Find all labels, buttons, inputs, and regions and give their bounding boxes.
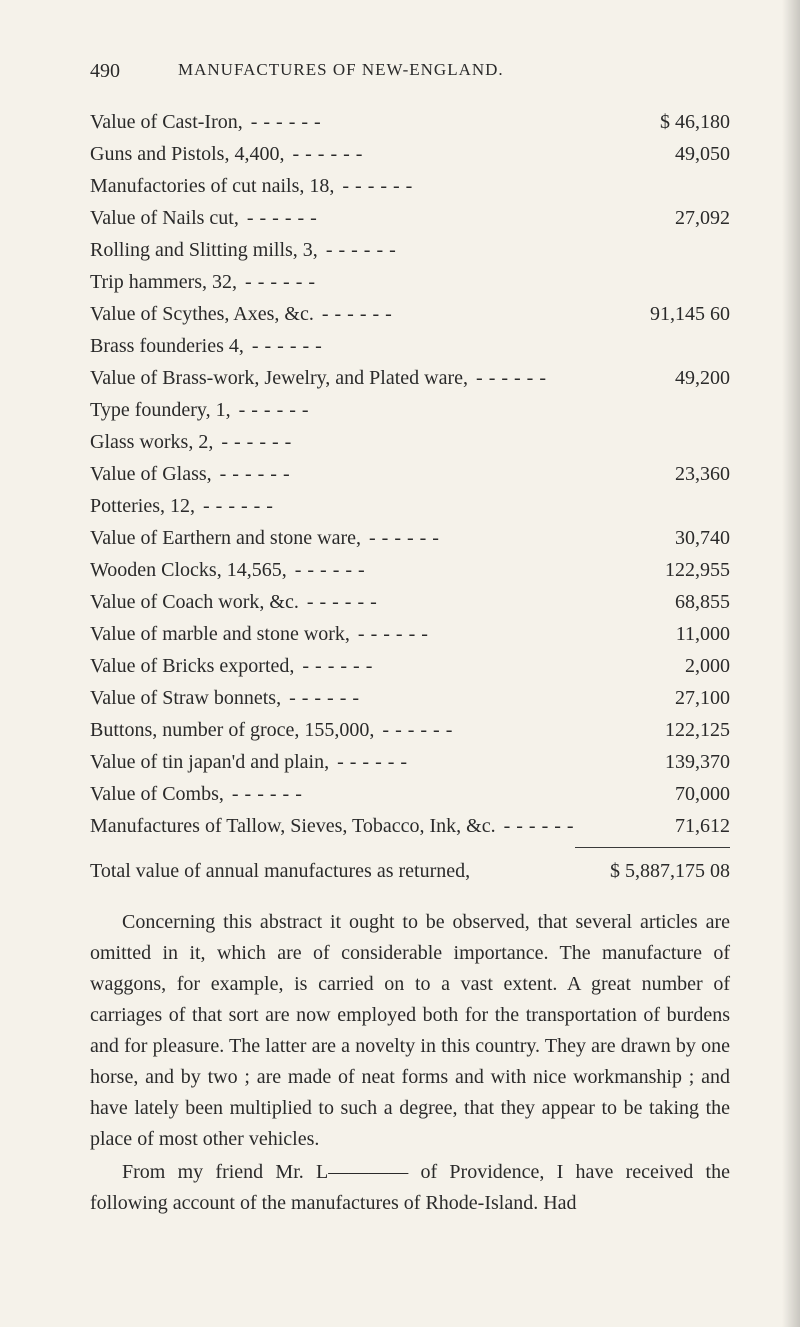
entry-dashes: ------ bbox=[231, 399, 610, 422]
entry-line: Glass works, 2,------ bbox=[90, 431, 730, 454]
page-shadow bbox=[782, 0, 800, 1327]
entry-line: Value of Glass,------23,360 bbox=[90, 463, 730, 486]
entry-value: 27,100 bbox=[610, 687, 730, 710]
entry-dashes: ------ bbox=[468, 367, 610, 390]
entry-label: Value of Straw bonnets, bbox=[90, 687, 281, 710]
entry-line: Rolling and Slitting mills, 3,------ bbox=[90, 239, 730, 262]
body-paragraph: Concerning this abstract it ought to be … bbox=[90, 907, 730, 1155]
entry-dashes: ------ bbox=[243, 111, 610, 134]
entry-line: Value of Combs,------70,000 bbox=[90, 783, 730, 806]
entry-dashes: ------ bbox=[244, 335, 610, 358]
entry-line: Wooden Clocks, 14,565,------122,955 bbox=[90, 559, 730, 582]
entry-value: 71,612 bbox=[610, 815, 730, 838]
entry-label: Rolling and Slitting mills, 3, bbox=[90, 239, 318, 262]
entry-dashes: ------ bbox=[224, 783, 610, 806]
total-label: Total value of annual manufactures as re… bbox=[90, 860, 610, 883]
entry-value: 91,145 60 bbox=[610, 303, 730, 326]
entry-line: Value of Cast-Iron,------$ 46,180 bbox=[90, 111, 730, 134]
entry-label: Value of Glass, bbox=[90, 463, 212, 486]
entry-dashes: ------ bbox=[287, 559, 610, 582]
entry-value: 23,360 bbox=[610, 463, 730, 486]
entry-value: 122,125 bbox=[610, 719, 730, 742]
entry-value: 2,000 bbox=[610, 655, 730, 678]
entry-label: Value of tin japan'd and plain, bbox=[90, 751, 329, 774]
entries-list: Value of Cast-Iron,------$ 46,180Guns an… bbox=[90, 111, 730, 838]
entry-dashes: ------ bbox=[314, 303, 610, 326]
entry-dashes: ------ bbox=[212, 463, 610, 486]
entry-label: Value of Nails cut, bbox=[90, 207, 239, 230]
entry-label: Value of Earthern and stone ware, bbox=[90, 527, 361, 550]
entry-label: Manufactures of Tallow, Sieves, Tobacco,… bbox=[90, 815, 496, 838]
entry-label: Manufactories of cut nails, 18, bbox=[90, 175, 334, 198]
entry-line: Value of marble and stone work,------11,… bbox=[90, 623, 730, 646]
total-value: $ 5,887,175 08 bbox=[610, 860, 730, 883]
entry-label: Glass works, 2, bbox=[90, 431, 213, 454]
entry-dashes: ------ bbox=[374, 719, 610, 742]
entry-dashes: ------ bbox=[213, 431, 610, 454]
page-number: 490 bbox=[90, 60, 120, 83]
entry-label: Wooden Clocks, 14,565, bbox=[90, 559, 287, 582]
entry-dashes: ------ bbox=[496, 815, 610, 838]
entry-line: Value of Scythes, Axes, &c.------91,145 … bbox=[90, 303, 730, 326]
body-text-container: Concerning this abstract it ought to be … bbox=[90, 907, 730, 1219]
total-divider bbox=[575, 847, 730, 848]
entry-line: Value of Brass-work, Jewelry, and Plated… bbox=[90, 367, 730, 390]
entry-label: Value of Bricks exported, bbox=[90, 655, 294, 678]
entry-value: 11,000 bbox=[610, 623, 730, 646]
page-title: MANUFACTURES OF NEW-ENGLAND. bbox=[178, 60, 504, 83]
entry-line: Brass founderies 4,------ bbox=[90, 335, 730, 358]
entry-value: 49,200 bbox=[610, 367, 730, 390]
entry-dashes: ------ bbox=[195, 495, 610, 518]
entry-dashes: ------ bbox=[350, 623, 610, 646]
entry-label: Trip hammers, 32, bbox=[90, 271, 237, 294]
entry-value: 122,955 bbox=[610, 559, 730, 582]
body-paragraph: From my friend Mr. L———— of Providence, … bbox=[90, 1157, 730, 1219]
entry-line: Manufactures of Tallow, Sieves, Tobacco,… bbox=[90, 815, 730, 838]
entry-line: Value of Earthern and stone ware,------3… bbox=[90, 527, 730, 550]
entry-line: Value of Straw bonnets,------27,100 bbox=[90, 687, 730, 710]
page-header: 490 MANUFACTURES OF NEW-ENGLAND. bbox=[90, 60, 730, 83]
entry-dashes: ------ bbox=[284, 143, 610, 166]
entry-label: Value of Combs, bbox=[90, 783, 224, 806]
entry-line: Type foundery, 1,------ bbox=[90, 399, 730, 422]
entry-label: Value of Brass-work, Jewelry, and Plated… bbox=[90, 367, 468, 390]
entry-line: Value of Coach work, &c.------68,855 bbox=[90, 591, 730, 614]
entry-line: Buttons, number of groce, 155,000,------… bbox=[90, 719, 730, 742]
entry-value: 70,000 bbox=[610, 783, 730, 806]
entry-label: Guns and Pistols, 4,400, bbox=[90, 143, 284, 166]
entry-value: 139,370 bbox=[610, 751, 730, 774]
total-line: Total value of annual manufactures as re… bbox=[90, 860, 730, 883]
entry-dashes: ------ bbox=[239, 207, 610, 230]
entry-label: Brass founderies 4, bbox=[90, 335, 244, 358]
entry-line: Potteries, 12,------ bbox=[90, 495, 730, 518]
entry-line: Guns and Pistols, 4,400,------49,050 bbox=[90, 143, 730, 166]
entry-label: Value of Scythes, Axes, &c. bbox=[90, 303, 314, 326]
entry-label: Value of Coach work, &c. bbox=[90, 591, 299, 614]
entry-dashes: ------ bbox=[361, 527, 610, 550]
entry-line: Trip hammers, 32,------ bbox=[90, 271, 730, 294]
entry-dashes: ------ bbox=[294, 655, 610, 678]
entry-line: Value of Nails cut,------27,092 bbox=[90, 207, 730, 230]
entry-value: 49,050 bbox=[610, 143, 730, 166]
entry-label: Value of Cast-Iron, bbox=[90, 111, 243, 134]
entry-dashes: ------ bbox=[237, 271, 610, 294]
entry-value: $ 46,180 bbox=[610, 111, 730, 134]
entry-dashes: ------ bbox=[334, 175, 610, 198]
entry-label: Potteries, 12, bbox=[90, 495, 195, 518]
entry-value: 30,740 bbox=[610, 527, 730, 550]
entry-label: Type foundery, 1, bbox=[90, 399, 231, 422]
entry-dashes: ------ bbox=[299, 591, 610, 614]
entry-line: Value of Bricks exported,------2,000 bbox=[90, 655, 730, 678]
entry-dashes: ------ bbox=[329, 751, 610, 774]
entry-value: 27,092 bbox=[610, 207, 730, 230]
entry-dashes: ------ bbox=[281, 687, 610, 710]
entry-dashes: ------ bbox=[318, 239, 610, 262]
entry-label: Value of marble and stone work, bbox=[90, 623, 350, 646]
entry-line: Manufactories of cut nails, 18,------ bbox=[90, 175, 730, 198]
entry-value: 68,855 bbox=[610, 591, 730, 614]
entry-label: Buttons, number of groce, 155,000, bbox=[90, 719, 374, 742]
entry-line: Value of tin japan'd and plain,------139… bbox=[90, 751, 730, 774]
